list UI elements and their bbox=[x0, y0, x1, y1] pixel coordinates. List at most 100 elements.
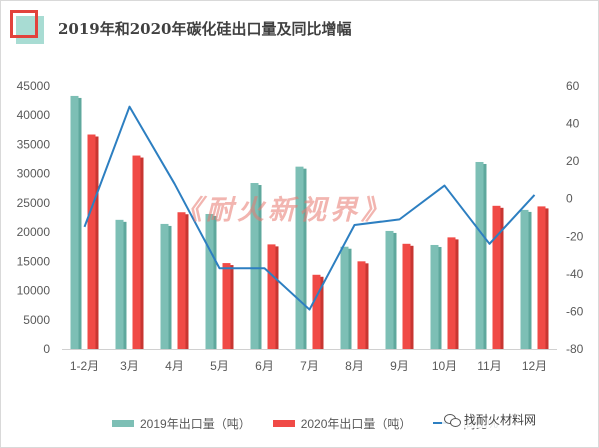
left-axis-ticks: 0 5000 10000 15000 20000 25000 30000 35000 40000… bbox=[17, 79, 51, 356]
bar-2020-side bbox=[410, 245, 414, 349]
right-tick-label: 60 bbox=[566, 79, 580, 93]
right-tick-label: 0 bbox=[566, 192, 573, 206]
legend-item-2019: 2019年出口量（吨） bbox=[112, 415, 251, 432]
bar-2019-front bbox=[385, 230, 394, 349]
wechat-icon bbox=[444, 413, 461, 427]
title-decoration-outline bbox=[10, 10, 38, 38]
bar-2019-side bbox=[303, 168, 307, 349]
bar-2020-front bbox=[267, 244, 276, 349]
bar-2019-side bbox=[528, 211, 532, 349]
x-tick-label: 4月 bbox=[165, 359, 184, 373]
x-tick-label: 11月 bbox=[477, 359, 501, 373]
bar-2019-front bbox=[295, 166, 304, 349]
bar-2019 bbox=[385, 230, 397, 349]
x-tick-label: 12月 bbox=[522, 359, 547, 373]
right-tick-label: 40 bbox=[566, 117, 580, 131]
left-tick-label: 0 bbox=[43, 342, 50, 356]
bar-2020 bbox=[492, 205, 504, 349]
bar-2019 bbox=[70, 95, 82, 350]
chart-title: 2019年和2020年碳化硅出口量及同比增幅 bbox=[58, 20, 352, 38]
title-decoration-square bbox=[16, 16, 44, 44]
bar-2019-front bbox=[250, 183, 259, 349]
left-tick-label: 30000 bbox=[17, 167, 51, 181]
bar-2020-front bbox=[357, 261, 366, 349]
bar-2019-front bbox=[520, 209, 529, 349]
watermark-text: 《耐火新视界》 bbox=[175, 195, 392, 226]
x-tick-label: 5月 bbox=[210, 359, 229, 373]
bar-2020-side bbox=[185, 214, 189, 349]
left-tick-label: 15000 bbox=[17, 254, 51, 268]
bar-2019-side bbox=[483, 163, 487, 349]
legend-swatch-2020 bbox=[272, 419, 295, 427]
legend-swatch-2019 bbox=[112, 419, 134, 427]
right-tick-label: -40 bbox=[566, 267, 584, 281]
bar-series bbox=[70, 95, 549, 350]
left-tick-label: 25000 bbox=[17, 196, 51, 210]
bar-2020-side bbox=[455, 239, 459, 349]
bar-2019-side bbox=[213, 215, 217, 349]
right-axis-ticks: -80 -60 -40 -20 0 20 40 60 bbox=[566, 79, 584, 356]
bar-2019 bbox=[475, 161, 487, 349]
bar-2019 bbox=[520, 209, 532, 349]
bar-2020-front bbox=[312, 274, 321, 349]
bar-2019-side bbox=[78, 97, 82, 350]
x-tick-label: 10月 bbox=[432, 359, 457, 373]
bar-2020-side bbox=[365, 263, 369, 349]
bar-2020 bbox=[222, 263, 234, 349]
right-tick-label: 20 bbox=[566, 154, 580, 168]
bar-2019-front bbox=[430, 244, 439, 349]
bar-2019 bbox=[115, 219, 127, 349]
bar-2020 bbox=[402, 243, 414, 349]
bar-2020 bbox=[447, 237, 459, 349]
legend-label-2020: 2020年出口量（吨） bbox=[300, 416, 412, 431]
bar-2019-side bbox=[393, 232, 397, 349]
bar-2020-front bbox=[222, 263, 231, 349]
bar-2020-side bbox=[140, 157, 144, 349]
bar-2020-side bbox=[320, 276, 324, 349]
bar-2019-front bbox=[205, 213, 214, 349]
bar-2020-side bbox=[230, 265, 234, 349]
bar-2020 bbox=[177, 212, 189, 349]
bar-2020-front bbox=[492, 205, 501, 349]
bar-2020-front bbox=[447, 237, 456, 349]
bar-2020 bbox=[537, 206, 549, 349]
right-tick-label: -80 bbox=[566, 342, 584, 356]
bar-2020-front bbox=[177, 212, 186, 349]
right-tick-label: -60 bbox=[566, 304, 584, 318]
bar-2019-front bbox=[340, 246, 349, 349]
bar-2020-front bbox=[537, 206, 546, 349]
left-tick-label: 40000 bbox=[17, 108, 51, 122]
x-tick-label: 8月 bbox=[345, 359, 364, 373]
bar-2019 bbox=[205, 213, 217, 349]
bar-2019 bbox=[340, 246, 352, 349]
legend-label-2019: 2019年出口量（吨） bbox=[140, 416, 251, 431]
bar-2019-side bbox=[258, 185, 262, 349]
left-tick-label: 45000 bbox=[17, 79, 51, 93]
wechat-source-badge: 找耐火材料网 bbox=[442, 411, 539, 428]
bar-2020-side bbox=[545, 208, 549, 349]
left-tick-label: 20000 bbox=[17, 225, 51, 239]
bar-2019-side bbox=[348, 248, 352, 349]
bar-2019-front bbox=[70, 95, 79, 350]
right-tick-label: -20 bbox=[566, 229, 584, 243]
x-tick-label: 1-2月 bbox=[70, 359, 99, 373]
bar-2020-side bbox=[95, 136, 99, 349]
bar-2019-front bbox=[160, 223, 169, 349]
bar-2020-side bbox=[275, 246, 279, 349]
bar-2019-side bbox=[168, 225, 172, 349]
bar-2019 bbox=[295, 166, 307, 349]
x-tick-label: 3月 bbox=[120, 359, 139, 373]
bar-2020 bbox=[267, 244, 279, 349]
yoy-line-series bbox=[83, 105, 536, 311]
left-tick-label: 10000 bbox=[17, 284, 51, 298]
bar-2019 bbox=[250, 183, 262, 349]
x-axis-labels: 1-2月 3月 4月 5月 6月 7月 8月 9月 10月 11月 12月 bbox=[70, 359, 547, 373]
bar-2020-front bbox=[402, 243, 411, 349]
legend-item-2020: 2020年出口量（吨） bbox=[272, 415, 412, 432]
x-tick-label: 6月 bbox=[255, 359, 274, 373]
wechat-source-name: 找耐火材料网 bbox=[464, 413, 537, 427]
bar-2020 bbox=[312, 274, 324, 349]
bar-2020-side bbox=[500, 207, 504, 349]
left-tick-label: 35000 bbox=[17, 137, 51, 151]
